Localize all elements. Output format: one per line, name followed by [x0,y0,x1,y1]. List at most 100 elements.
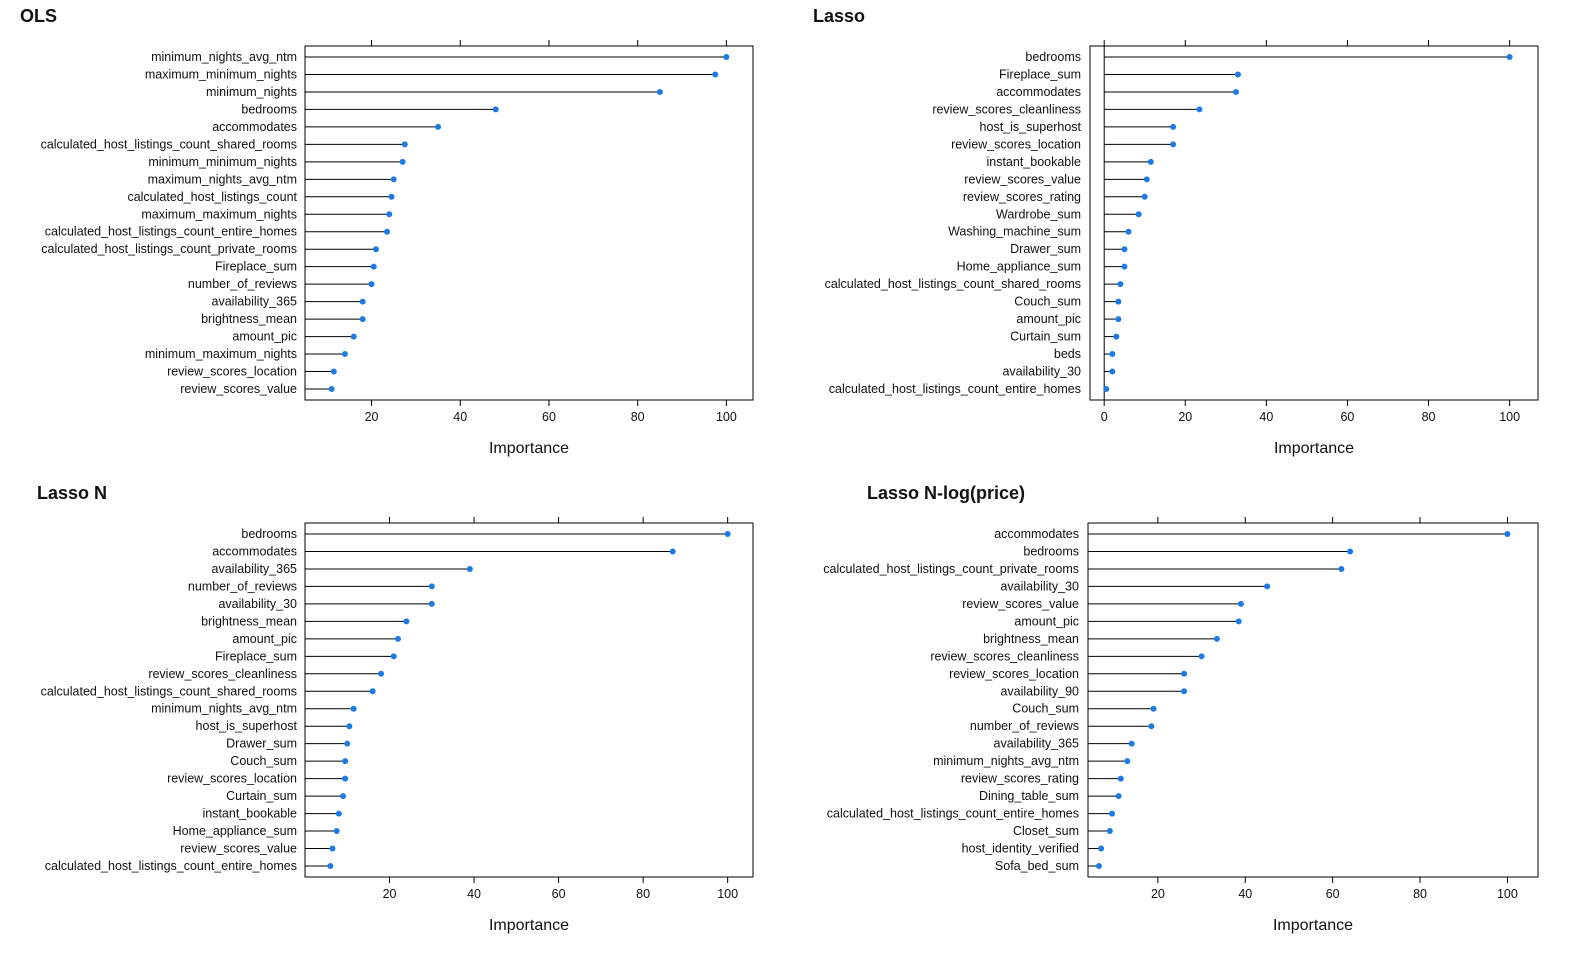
x-tick-label: 60 [552,887,566,901]
x-tick-label: 60 [542,410,556,424]
category-label: instant_bookable [202,807,297,821]
lollipop-point [1117,281,1124,288]
panel-2: Lasso N 20 40 60 80 100 Importance bedrooms acco… [37,483,754,934]
x-tick-label: 80 [1413,887,1427,901]
lollipop-point [492,106,499,113]
lollipop-point [1181,670,1188,677]
plot-frame [304,45,754,401]
lollipop-point [369,688,376,695]
lollipop-point [435,123,442,130]
lollipop-point [1235,618,1242,625]
category-label: amount_pic [1016,312,1081,326]
panel-1: Lasso 0 20 40 60 80 100 Importance bedrooms Firep… [813,6,1539,457]
lollipop-point [1103,386,1110,392]
panel-3: Lasso N-log(price) 20 40 60 80 100 Importance a… [823,483,1539,934]
lollipop-point [359,316,366,323]
lollipop-point [388,193,395,200]
lollipop-point [1115,793,1122,800]
category-label: availability_30 [1000,579,1079,593]
lollipop-point [328,386,335,392]
x-tick-label: 60 [1326,887,1340,901]
category-label: minimum_nights_avg_ntm [151,702,297,716]
lollipop-point [1095,863,1102,869]
lollipop-point [1106,828,1113,835]
category-label: brightness_mean [983,632,1079,646]
category-label: minimum_maximum_nights [145,347,297,361]
panel-title: Lasso N-log(price) [867,483,1025,503]
category-label: Dining_table_sum [979,789,1079,803]
x-axis-title: Importance [1273,917,1353,934]
category-label: brightness_mean [201,614,297,628]
lollipop-point [341,351,348,358]
category-label: bedrooms [241,527,297,541]
lollipop-point [390,176,397,183]
category-label: accommodates [212,544,297,558]
category-label: number_of_reviews [188,579,297,593]
lollipop-point [1232,88,1239,95]
category-label: bedrooms [241,102,297,116]
category-label: minimum_nights_avg_ntm [151,50,297,64]
lollipop-point [1213,635,1220,642]
category-label: review_scores_value [180,842,297,856]
lollipop-point [1121,263,1128,270]
category-label: review_scores_value [180,382,297,396]
lollipop-point [403,618,410,625]
x-tick-label: 100 [716,410,737,424]
x-tick-label: 100 [1497,887,1518,901]
x-tick-label: 20 [1178,410,1192,424]
lollipop-point [1264,583,1271,590]
category-label: calculated_host_listings_count_entire_ho… [45,859,297,873]
plot-frame [1087,522,1539,878]
lollipop-point [723,54,730,60]
category-label: maximum_minimum_nights [145,67,297,81]
category-label: review_scores_cleanliness [932,102,1081,116]
plot-frame [304,522,754,878]
x-tick-label: 20 [383,887,397,901]
category-label: review_scores_cleanliness [930,649,1079,663]
panel-title: Lasso [813,6,865,26]
panel-title: Lasso N [37,483,107,503]
category-label: amount_pic [1014,614,1079,628]
category-label: calculated_host_listings_count_private_r… [823,562,1079,576]
lollipop-point [1504,531,1511,537]
lollipop-point [428,583,435,590]
x-axis-title: Importance [489,440,569,457]
lollipop-point [1113,333,1120,340]
category-label: availability_365 [212,562,298,576]
category-label: availability_90 [1000,684,1079,698]
lollipop-point [394,635,401,642]
category-label: calculated_host_listings_count_shared_ro… [41,137,297,151]
lollipop-point [1338,565,1345,572]
category-label: Fireplace_sum [999,67,1081,81]
category-label: Closet_sum [1013,824,1079,838]
lollipop-point [327,863,334,869]
lollipop-point [1170,123,1177,130]
category-label: review_scores_value [962,597,1079,611]
lollipop-point [1234,71,1241,78]
lollipop-point [1115,298,1122,305]
x-tick-label: 80 [636,887,650,901]
category-label: amount_pic [232,330,297,344]
lollipop-point [350,333,357,340]
x-tick-label: 100 [717,887,738,901]
panel-0: OLS 20 40 60 80 100 Importance minimum_nights_a… [20,6,754,457]
category-label: calculated_host_listings_count_private_r… [41,242,297,256]
lollipop-point [1237,600,1244,607]
lollipop-point [1109,810,1116,817]
category-label: review_scores_location [949,667,1079,681]
category-label: availability_30 [1002,365,1081,379]
category-label: review_scores_location [167,365,297,379]
x-tick-label: 20 [365,410,379,424]
category-label: minimum_nights [206,85,297,99]
lollipop-point [390,653,397,660]
category-label: Fireplace_sum [215,649,297,663]
lollipop-point [384,228,391,235]
lollipop-point [330,368,337,375]
category-label: Sofa_bed_sum [995,859,1079,873]
lollipop-point [1109,368,1116,375]
lollipop-point [1181,688,1188,695]
lollipop-point [342,758,349,765]
lollipop-point [1198,653,1205,660]
x-tick-label: 80 [631,410,645,424]
